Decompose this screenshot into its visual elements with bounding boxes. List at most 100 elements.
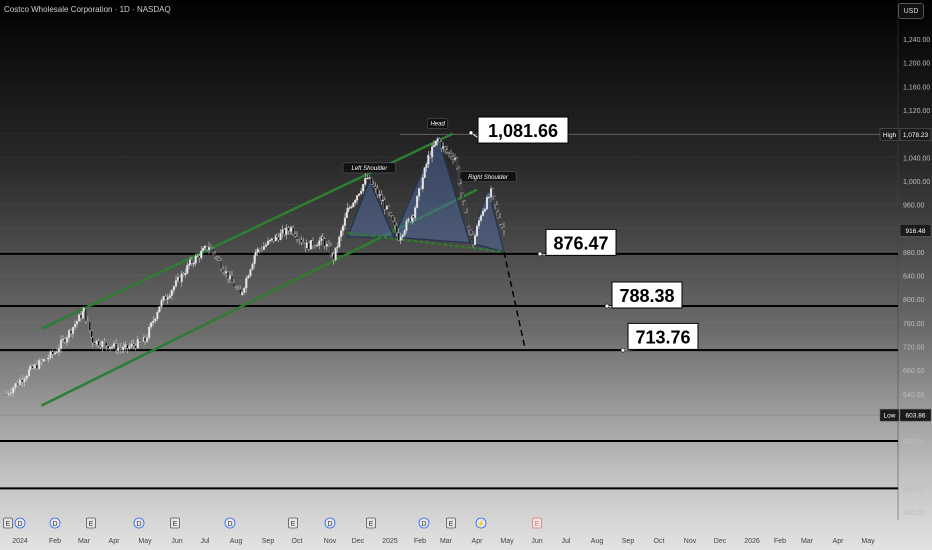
candle: [434, 140, 437, 147]
candle: [342, 224, 345, 236]
y-tick-label: 880.00: [903, 250, 925, 257]
channel-lower-line: [40, 188, 478, 407]
candle-body: [345, 211, 348, 219]
candle: [12, 386, 15, 397]
candle: [35, 359, 38, 371]
candle-body: [91, 337, 94, 343]
candle-body: [393, 221, 396, 226]
candle: [485, 194, 489, 211]
candle-body: [107, 345, 110, 349]
candle-body: [275, 235, 278, 238]
candle: [174, 275, 178, 289]
candle: [249, 268, 252, 278]
x-tick-label: Nov: [324, 538, 337, 545]
low-marker: Low 603.86: [879, 408, 932, 422]
candle: [360, 187, 363, 196]
candle-body: [281, 229, 284, 234]
pattern-region: [469, 187, 505, 253]
candle: [228, 270, 232, 283]
candle-body: [294, 233, 297, 237]
candle: [124, 341, 127, 352]
candle-body: [93, 342, 96, 345]
candle: [84, 308, 87, 324]
candle-body: [230, 275, 234, 283]
event-badge-shape: [366, 517, 376, 529]
candle-body: [164, 296, 167, 300]
candle-body: [35, 364, 38, 369]
candle-body: [440, 141, 443, 149]
event-badge-label: D: [327, 521, 332, 528]
candle-body: [445, 149, 449, 153]
candle-body: [346, 207, 349, 213]
event-badge: E: [86, 517, 96, 529]
event-badge-label: E: [6, 521, 11, 528]
candle-body: [374, 186, 377, 189]
candle-body: [357, 193, 361, 196]
candle-body: [9, 392, 13, 394]
candle-body: [84, 308, 87, 322]
candle-body: [409, 218, 412, 222]
candle-body: [33, 364, 36, 369]
candle: [190, 256, 193, 267]
callout-text: 1,081.66: [488, 121, 558, 141]
x-tick-label: Aug: [591, 538, 604, 545]
x-tick-label: Oct: [292, 538, 303, 545]
candle: [23, 376, 26, 387]
candle-body: [18, 379, 22, 385]
candle-body: [378, 194, 381, 196]
x-tick-label: Feb: [774, 538, 786, 545]
candle: [117, 343, 120, 355]
candle-body: [266, 240, 270, 245]
candle-body: [350, 206, 353, 209]
neckline: [347, 232, 505, 253]
candle-body: [51, 351, 54, 355]
pattern-label-text: Left Shoulder: [352, 166, 389, 172]
candle-body: [493, 195, 497, 205]
candle-body: [143, 337, 147, 342]
candle: [475, 223, 479, 237]
candle: [274, 234, 277, 242]
candle: [272, 238, 275, 244]
x-tick-label: Mar: [801, 538, 814, 545]
pattern-label-text: Right Shoulder: [468, 175, 509, 181]
candle-body: [209, 247, 213, 249]
candle: [245, 275, 248, 294]
candle: [348, 205, 351, 211]
candle-body: [160, 300, 163, 307]
candle-body: [419, 188, 422, 190]
event-badge-shape: [446, 517, 456, 529]
candle-body: [69, 330, 73, 334]
event-badge-label: D: [52, 521, 57, 528]
candle-body: [298, 239, 301, 241]
x-axis: 2024 Feb Mar Apr May Jun Jul Aug Sep Oct Nov Dec 202…: [12, 538, 875, 545]
high-marker: High 1,078.23: [879, 128, 932, 141]
candle: [401, 233, 404, 241]
candle-body: [465, 212, 469, 228]
candle: [256, 247, 259, 257]
event-badges: E D D E D E D E D E D E ⚡ E: [3, 517, 542, 529]
candle-body: [307, 242, 310, 250]
candle-body: [176, 277, 179, 281]
candle: [374, 182, 377, 193]
x-tick-label: Nov: [684, 538, 697, 545]
candle: [128, 342, 131, 351]
pattern-label-text: Head: [430, 122, 445, 128]
candle-body: [327, 244, 330, 246]
candle-body: [222, 271, 226, 274]
candle-body: [207, 247, 211, 250]
candle: [158, 306, 161, 313]
candle: [268, 239, 271, 244]
event-badge: D: [324, 517, 336, 529]
event-badge: ⚡: [475, 517, 487, 529]
currency-button[interactable]: USD: [898, 3, 924, 19]
candle: [77, 313, 81, 322]
x-tick-label: Mar: [78, 538, 91, 545]
candle-body: [196, 255, 199, 257]
candle: [42, 358, 45, 363]
candle: [79, 311, 83, 322]
candle-body: [7, 393, 10, 395]
candle: [323, 236, 326, 250]
candle: [221, 265, 225, 273]
candle: [47, 354, 50, 363]
